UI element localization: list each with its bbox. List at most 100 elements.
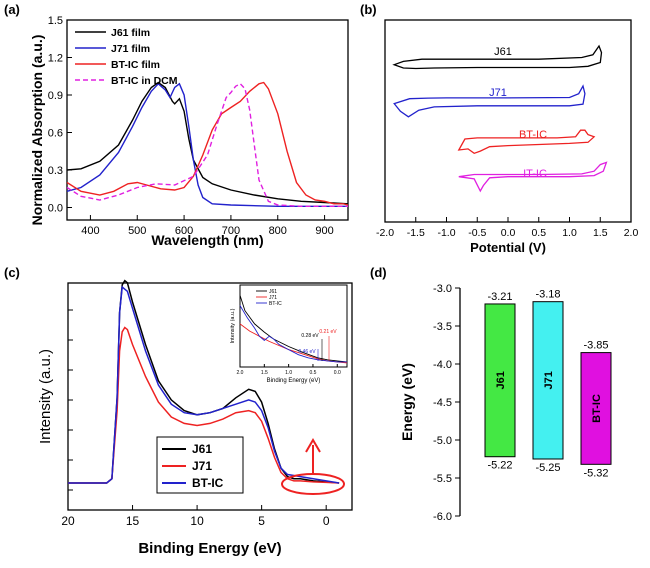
x-axis-label: Potential (V) bbox=[470, 240, 546, 255]
x-tick-label: 20 bbox=[61, 514, 75, 528]
panel-label-b: (b) bbox=[360, 2, 377, 17]
y-tick-label: 1.2 bbox=[48, 53, 63, 65]
x-tick-label: -2.0 bbox=[376, 227, 394, 239]
plot-frame bbox=[67, 282, 353, 511]
y-tick-label: 0.9 bbox=[48, 90, 63, 102]
inset-y-axis-label: Intensity (a.u.) bbox=[230, 308, 236, 343]
panel-a-absorption: 400 500 600 700 800 900 0.0 0.3 0.6 0.9 1.2 1.5 Wave… bbox=[29, 15, 349, 248]
x-tick-label: 10 bbox=[190, 514, 204, 528]
energy-bar-j71 bbox=[532, 301, 564, 460]
cv-curve-j61 bbox=[392, 44, 603, 70]
homo-label-bt-ic: -5.32 bbox=[583, 467, 608, 479]
inset-legend-label: J71 bbox=[269, 295, 277, 301]
x-tick-label: -0.5 bbox=[468, 227, 486, 239]
series-line-j71 bbox=[68, 326, 340, 484]
series-line-j61-film bbox=[66, 81, 349, 205]
lumo-label-bt-ic: -3.85 bbox=[583, 340, 608, 352]
homo-label-j71: -5.25 bbox=[535, 462, 560, 474]
inset-annotation: 0.28 eV bbox=[301, 333, 319, 339]
x-tick-label: 0 bbox=[323, 514, 330, 528]
plot-frame bbox=[66, 19, 349, 221]
inset-x-axis-label: Binding Energy (eV) bbox=[267, 378, 321, 384]
inset-series-line-j61 bbox=[239, 295, 348, 363]
lumo-label-j61: -3.21 bbox=[487, 291, 512, 303]
x-tick-label: 900 bbox=[315, 225, 333, 237]
x-tick-label: 600 bbox=[175, 225, 193, 237]
curve-label: J61 bbox=[494, 46, 512, 58]
inset-x-tick-label: 1.0 bbox=[285, 370, 292, 376]
y-tick-label: 1.5 bbox=[48, 15, 63, 27]
inset-x-tick-label: 1.5 bbox=[261, 370, 268, 376]
legend-label: J61 film bbox=[111, 27, 150, 39]
lumo-label-j71: -3.18 bbox=[535, 289, 560, 301]
x-tick-label: -1.0 bbox=[437, 227, 455, 239]
x-axis-label: Binding Energy (eV) bbox=[138, 540, 281, 557]
x-tick-label: 1.0 bbox=[562, 227, 577, 239]
bar-name-bt-ic: BT-IC bbox=[591, 394, 603, 423]
series-line-bt-ic bbox=[68, 285, 340, 484]
x-tick-label: 2.0 bbox=[624, 227, 639, 239]
y-tick-label: -5.5 bbox=[433, 473, 452, 485]
inset-annotation: 0.21 eV bbox=[319, 329, 337, 335]
x-axis-label: Wavelength (nm) bbox=[151, 232, 263, 248]
y-tick-label: -4.0 bbox=[433, 359, 452, 371]
y-tick-label: -3.5 bbox=[433, 321, 452, 333]
y-tick-label: -4.5 bbox=[433, 397, 452, 409]
inset-legend-label: BT-IC bbox=[269, 301, 282, 307]
legend-label: J71 bbox=[192, 459, 212, 473]
x-tick-label: 400 bbox=[81, 225, 99, 237]
y-axis-label: Intensity (a.u.) bbox=[37, 349, 54, 444]
y-axis-label: Normalized Absorption (a.u.) bbox=[29, 35, 45, 226]
y-tick-label: -3.0 bbox=[433, 283, 452, 295]
x-tick-label: 500 bbox=[128, 225, 146, 237]
curve-label: IT-IC bbox=[523, 168, 547, 180]
highlight-arrow-head bbox=[305, 438, 321, 453]
curve-label: J71 bbox=[489, 87, 507, 99]
series-line-j71-film bbox=[66, 82, 348, 207]
bar-name-j61: J61 bbox=[495, 371, 507, 389]
y-tick-label: 0.6 bbox=[48, 128, 63, 140]
legend-label: J61 bbox=[192, 442, 212, 456]
panel-b-cyclic-voltammetry: -2.0 -1.5 -1.0 -0.5 0.0 0.5 1.0 1.5 2.0 Potential… bbox=[376, 19, 639, 255]
cv-curve-j71 bbox=[393, 84, 586, 118]
inset-x-tick-label: 0.5 bbox=[309, 370, 316, 376]
energy-bar-j61 bbox=[484, 303, 516, 458]
x-tick-label: 700 bbox=[222, 225, 240, 237]
legend-label: J71 film bbox=[111, 43, 150, 55]
x-tick-label: 800 bbox=[269, 225, 287, 237]
x-tick-label: 5 bbox=[258, 514, 265, 528]
x-tick-label: 1.5 bbox=[593, 227, 608, 239]
cv-curve-bt-ic bbox=[457, 129, 596, 155]
legend-label: BT-IC film bbox=[111, 59, 160, 71]
y-axis-label: Energy (eV) bbox=[399, 363, 415, 441]
y-tick-label: -6.0 bbox=[433, 511, 452, 523]
series-line-bt-ic-in-dcm bbox=[66, 82, 348, 207]
inset-x-tick-label: 0.0 bbox=[334, 370, 341, 376]
bar-name-j71: J71 bbox=[543, 371, 555, 389]
curve-label: BT-IC bbox=[519, 129, 547, 141]
y-tick-label: 0.3 bbox=[48, 165, 63, 177]
inset-legend-label: J61 bbox=[269, 289, 277, 295]
panel-label-c: (c) bbox=[4, 265, 20, 280]
energy-bar-bt-ic bbox=[580, 352, 612, 465]
x-tick-label: 15 bbox=[126, 514, 140, 528]
homo-label-j61: -5.22 bbox=[487, 460, 512, 472]
panel-label-d: (d) bbox=[370, 265, 387, 280]
y-tick-label: 0.0 bbox=[48, 203, 63, 215]
panel-c-ups-spectra: 20 15 10 5 0 Binding Energy (eV) Intensity (a.… bbox=[37, 279, 353, 557]
inset-annotation: 0.46 eV bbox=[298, 349, 316, 355]
inset-x-tick-label: 2.0 bbox=[237, 370, 244, 376]
inset-series-line-bt-ic bbox=[239, 305, 347, 363]
series-line-bt-ic-film bbox=[66, 81, 349, 206]
x-tick-label: -1.5 bbox=[407, 227, 425, 239]
panel-label-a: (a) bbox=[4, 2, 20, 17]
legend-label: BT-IC bbox=[192, 476, 224, 490]
cv-curve-it-ic bbox=[458, 161, 608, 193]
highlight-ellipse bbox=[281, 473, 345, 495]
x-tick-label: 0.0 bbox=[501, 227, 516, 239]
y-tick-label: -5.0 bbox=[433, 435, 452, 447]
x-tick-label: 0.5 bbox=[531, 227, 546, 239]
legend-label: BT-IC in DCM bbox=[111, 75, 178, 87]
panel-d-energy-levels: -3.0 -3.5 -4.0 -4.5 -5.0 -5.5 -6.0 Energy (eV) -… bbox=[399, 283, 612, 523]
